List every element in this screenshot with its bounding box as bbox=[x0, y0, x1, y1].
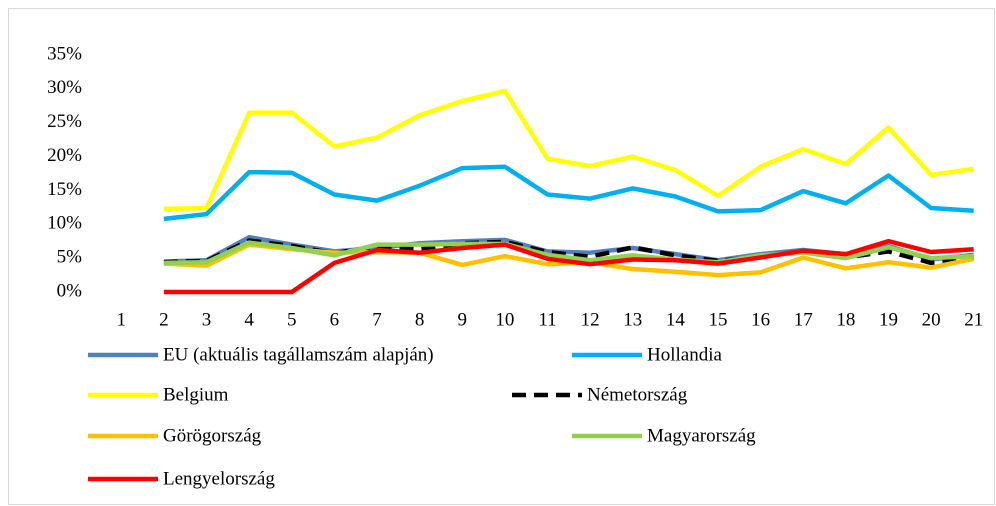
x-tick-label: 15 bbox=[708, 309, 727, 330]
legend-label: EU (aktuális tagállamszám alapján) bbox=[163, 344, 434, 365]
x-tick-label: 11 bbox=[538, 309, 556, 330]
y-tick-label: 15% bbox=[47, 179, 82, 200]
legend-label: Lengyelország bbox=[163, 468, 275, 489]
y-tick-label: 25% bbox=[47, 111, 82, 132]
x-tick-label: 4 bbox=[244, 309, 254, 330]
series-line bbox=[163, 238, 974, 295]
series-line bbox=[163, 240, 974, 266]
x-tick-label: 20 bbox=[922, 309, 941, 330]
legend-label: Németország bbox=[587, 384, 688, 405]
x-tick-label: 17 bbox=[794, 309, 813, 330]
x-tick-label: 1 bbox=[117, 309, 127, 330]
x-tick-label: 3 bbox=[202, 309, 212, 330]
x-tick-label: 10 bbox=[495, 309, 514, 330]
x-tick-label: 13 bbox=[623, 309, 642, 330]
x-tick-label: 12 bbox=[581, 309, 600, 330]
series-line bbox=[163, 164, 974, 222]
legend-label: Hollandia bbox=[647, 344, 722, 365]
x-tick-label: 14 bbox=[666, 309, 686, 330]
x-tick-label: 2 bbox=[159, 309, 169, 330]
x-tick-label: 9 bbox=[458, 309, 468, 330]
y-tick-label: 5% bbox=[57, 247, 83, 268]
x-tick-label: 5 bbox=[287, 309, 297, 330]
x-tick-label: 8 bbox=[415, 309, 425, 330]
y-tick-label: 30% bbox=[47, 77, 82, 98]
x-tick-label: 21 bbox=[964, 309, 983, 330]
legend-label: Belgium bbox=[163, 384, 229, 405]
legend-label: Magyarország bbox=[647, 425, 756, 446]
x-tick-label: 16 bbox=[751, 309, 770, 330]
legend-label: Görögország bbox=[163, 425, 262, 446]
x-tick-label: 19 bbox=[879, 309, 898, 330]
y-tick-label: 10% bbox=[47, 213, 82, 234]
y-tick-label: 20% bbox=[47, 145, 82, 166]
y-tick-label: 35% bbox=[47, 43, 82, 64]
x-tick-label: 18 bbox=[836, 309, 855, 330]
x-tick-label: 6 bbox=[330, 309, 340, 330]
x-tick-label: 7 bbox=[372, 309, 382, 330]
series-line bbox=[163, 88, 975, 211]
y-tick-label: 0% bbox=[57, 280, 83, 301]
